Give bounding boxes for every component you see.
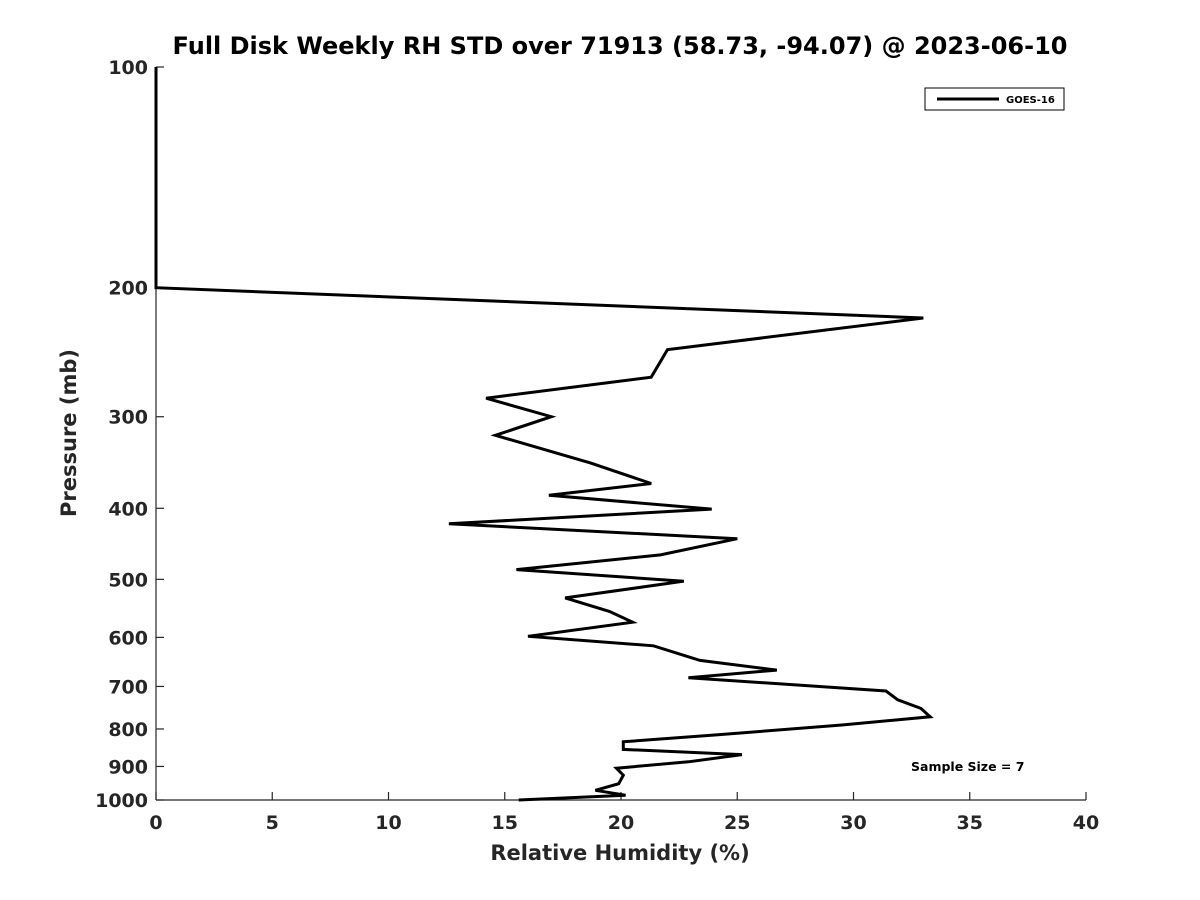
y-tick-label: 800 <box>108 719 148 741</box>
x-tick-label: 10 <box>375 812 401 834</box>
y-axis-label: Pressure (mb) <box>57 349 81 517</box>
x-axis-ticks: 0 5 10 15 20 25 30 35 40 <box>149 792 1099 834</box>
y-tick-label: 300 <box>108 407 148 429</box>
series-layer <box>154 67 934 802</box>
series-line-goes-16 <box>154 67 934 802</box>
x-tick-label: 25 <box>724 812 750 834</box>
y-axis-ticks: 100 200 300 400 500 600 700 800 900 1000 <box>95 57 164 812</box>
x-tick-label: 35 <box>957 812 983 834</box>
legend: GOES-16 <box>924 87 1065 111</box>
legend-label-goes-16: GOES-16 <box>1006 95 1055 106</box>
x-tick-label: 30 <box>840 812 866 834</box>
chart-title: Full Disk Weekly RH STD over 71913 (58.7… <box>173 32 1068 60</box>
y-tick-label: 1000 <box>95 790 148 812</box>
y-tick-label: 500 <box>108 569 148 591</box>
x-tick-label: 15 <box>492 812 518 834</box>
x-tick-label: 40 <box>1073 812 1099 834</box>
y-tick-label: 400 <box>108 498 148 520</box>
x-axis-label: Relative Humidity (%) <box>490 841 749 865</box>
sample-size-annotation: Sample Size = 7 <box>911 759 1024 774</box>
y-tick-label: 100 <box>108 57 148 79</box>
x-tick-label: 20 <box>608 812 634 834</box>
y-tick-label: 200 <box>108 278 148 300</box>
y-tick-label: 900 <box>108 756 148 778</box>
x-tick-label: 0 <box>149 812 162 834</box>
y-tick-label: 700 <box>108 676 148 698</box>
x-tick-label: 5 <box>266 812 279 834</box>
y-tick-label: 600 <box>108 627 148 649</box>
